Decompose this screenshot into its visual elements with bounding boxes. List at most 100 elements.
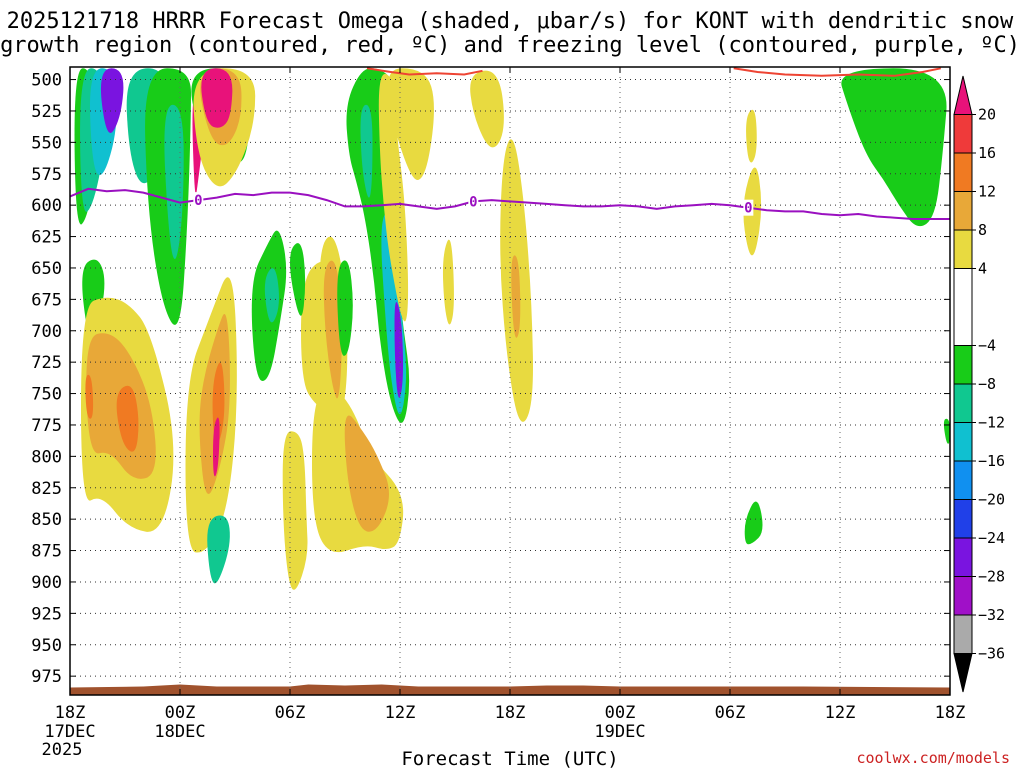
colorbar-bin [953,345,973,385]
omega-region [744,501,763,545]
colorbar-bin [953,229,973,269]
colorbar-label: −32 [978,606,1005,624]
omega-region [387,68,434,180]
y-tick-label: 875 [31,542,62,562]
chart-title-line2: growth region (contoured, red, ºC) and f… [0,33,1020,58]
y-axis: 500 525 550 575 600 625 650 675 700 725 750 775 800 8… [31,71,950,687]
omega-region [511,255,521,338]
dendritic-growth-contours [366,67,941,77]
omega-shaded-regions [74,68,950,590]
freezing-level-contour: 0 0 0 [70,187,950,220]
omega-region [470,70,504,148]
y-tick-label: 675 [31,290,62,310]
x-tick-label: 18Z [495,703,526,723]
x-tick-date: 19DEC [594,722,645,742]
colorbar-label: −24 [978,529,1005,547]
x-tick-date: 17DEC [44,722,95,742]
colorbar-label: 16 [978,144,996,162]
x-tick-date: 18DEC [154,722,205,742]
grid-lines [70,67,950,695]
omega-region [841,68,947,227]
dgz-contour-line [366,67,483,76]
omega-region [213,417,220,477]
y-tick-label: 825 [31,479,62,499]
colorbar-label: 20 [978,106,996,124]
omega-region [282,431,308,590]
colorbar-label: −20 [978,491,1005,509]
x-tick-label: 12Z [385,703,416,723]
dgz-contour-line [733,67,941,77]
omega-region [290,243,306,316]
omega-region [442,239,454,325]
y-tick-label: 725 [31,353,62,373]
y-tick-label: 650 [31,259,62,279]
colorbar-bin [953,499,973,539]
y-tick-label: 575 [31,165,62,185]
x-tick-label: 18Z [935,703,966,723]
colorbar-label: −16 [978,452,1005,470]
colorbar-bin [953,383,973,423]
colorbar-label: −4 [978,337,996,355]
colorbar-label: 4 [978,260,987,278]
omega-region [344,415,389,532]
y-tick-label: 775 [31,416,62,436]
chart-title-line1: 2025121718 HRRR Forecast Omega (shaded, … [7,9,1014,34]
colorbar-label: −28 [978,568,1005,586]
freezing-level-line [70,187,950,220]
y-tick-label: 600 [31,196,62,216]
omega-region [378,73,409,322]
y-tick-label: 625 [31,228,62,248]
omega-region [207,515,230,584]
x-tick-label: 06Z [715,703,746,723]
omega-region [164,104,184,260]
freezing-label-bg [193,192,204,209]
omega-region [360,104,373,198]
y-tick-label: 500 [31,71,62,91]
omega-region [85,374,94,419]
colorbar-label: 12 [978,183,996,201]
omega-region [943,418,950,444]
colorbar-triangle-max [953,75,973,115]
x-tick-year: 2025 [42,740,83,760]
omega-region [746,109,757,163]
colorbar-bin [953,537,973,577]
y-tick-label: 750 [31,385,62,405]
x-tick-label: 12Z [825,703,856,723]
colorbar-bin [953,422,973,462]
y-tick-label: 975 [31,667,62,687]
colorbar-triangle-min [953,653,973,693]
freezing-level-label: 0 [744,201,752,217]
colorbar-label: −8 [978,375,996,393]
colorbar-bin [953,152,973,192]
colorbar-label: −36 [978,645,1005,663]
x-tick-label: 00Z [165,703,196,723]
y-tick-label: 525 [31,102,62,122]
x-axis-label: Forecast Time (UTC) [401,748,618,768]
credit-text: coolwx.com/models [856,749,1010,767]
omega-region [116,385,139,452]
freezing-level-label: 0 [469,194,477,210]
colorbar-bin [953,614,973,654]
y-tick-label: 950 [31,636,62,656]
omega-region [264,268,279,323]
colorbar: 20 16 12 8 4 −4 −8 −12 −16 −20 −24 −28 −32 −36 [953,75,1005,693]
colorbar-label: −12 [978,414,1005,432]
colorbar-bin [953,268,973,346]
y-tick-label: 925 [31,604,62,624]
x-tick-label: 18Z [55,703,86,723]
omega-region [100,68,124,133]
y-tick-label: 900 [31,573,62,593]
y-tick-label: 800 [31,447,62,467]
colorbar-label: 8 [978,221,987,239]
colorbar-bin [953,460,973,500]
colorbar-bin [953,576,973,616]
freezing-label-bg [743,199,754,216]
omega-region [394,302,404,398]
y-tick-label: 700 [31,322,62,342]
y-tick-label: 850 [31,510,62,530]
freezing-level-label: 0 [194,193,202,209]
x-tick-label: 00Z [605,703,636,723]
omega-region [201,68,233,128]
